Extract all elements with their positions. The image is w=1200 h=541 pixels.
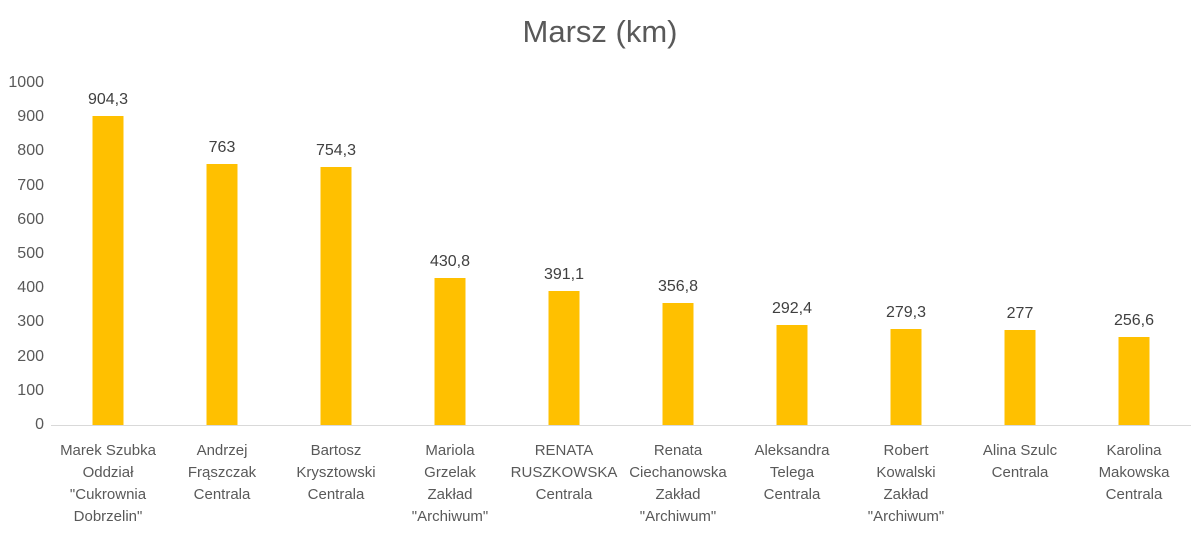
category-label: Marek Szubka Oddział "Cukrownia Dobrzelin" bbox=[51, 440, 165, 528]
bar-column: 279,3 bbox=[849, 83, 963, 425]
value-label: 391,1 bbox=[543, 266, 585, 283]
y-tick-label: 900 bbox=[17, 108, 44, 126]
category-label-line: "Archiwum" bbox=[411, 508, 489, 525]
value-label: 279,3 bbox=[885, 304, 927, 321]
category-label-line: Makowska bbox=[1098, 464, 1170, 481]
bar bbox=[206, 164, 238, 425]
category-label-line: Marek Szubka bbox=[60, 442, 156, 459]
category-label-line: "Cukrownia bbox=[69, 486, 147, 503]
value-label: 763 bbox=[208, 139, 236, 156]
category-label-line: Zakład bbox=[883, 486, 929, 503]
category-label-line: Grzelak bbox=[424, 464, 476, 481]
category-label: Aleksandra Telega Centrala bbox=[735, 440, 849, 528]
y-tick-label: 800 bbox=[17, 142, 44, 160]
bar bbox=[434, 278, 466, 425]
bar bbox=[548, 291, 580, 425]
y-tick-label: 300 bbox=[17, 313, 44, 331]
bar bbox=[92, 116, 124, 425]
bar-column: 904,3 bbox=[51, 83, 165, 425]
category-label-line: Centrala bbox=[763, 486, 821, 503]
category-label: Alina Szulc Centrala bbox=[963, 440, 1077, 528]
x-axis-labels: Marek Szubka Oddział "Cukrownia Dobrzelin" A… bbox=[51, 440, 1191, 528]
bar bbox=[662, 303, 694, 425]
y-tick-label: 400 bbox=[17, 279, 44, 297]
category-label-line: Dobrzelin" bbox=[73, 508, 143, 525]
y-tick-label: 600 bbox=[17, 210, 44, 228]
category-label: Bartosz Krysztowski Centrala bbox=[279, 440, 393, 528]
plot-area: 904,3 763 754,3 430,8 391,1 356,8 292,4 279,3 27… bbox=[51, 83, 1191, 426]
value-label: 356,8 bbox=[657, 278, 699, 295]
category-label-line: Centrala bbox=[991, 464, 1049, 481]
category-label-line: Alina Szulc bbox=[982, 442, 1058, 459]
category-label: Mariola Grzelak Zakład "Archiwum" bbox=[393, 440, 507, 528]
category-label-line: RENATA bbox=[534, 442, 594, 459]
bar bbox=[1118, 337, 1150, 425]
bar-column: 292,4 bbox=[735, 83, 849, 425]
y-tick-label: 1000 bbox=[8, 74, 44, 91]
value-label: 292,4 bbox=[771, 300, 813, 317]
bar-column: 256,6 bbox=[1077, 83, 1191, 425]
category-label-line: "Archiwum" bbox=[639, 508, 717, 525]
value-label: 904,3 bbox=[87, 91, 129, 108]
category-label-line: Centrala bbox=[193, 486, 251, 503]
y-tick-label: 500 bbox=[17, 245, 44, 262]
y-tick-label: 0 bbox=[35, 416, 44, 433]
category-label-line: "Archiwum" bbox=[867, 508, 945, 525]
bar-column: 763 bbox=[165, 83, 279, 425]
category-label-line: Mariola bbox=[425, 442, 475, 459]
category-label: Renata Ciechanowska Zakład "Archiwum" bbox=[621, 440, 735, 528]
category-label-line: Zakład bbox=[427, 486, 473, 503]
value-label: 754,3 bbox=[315, 142, 357, 159]
category-label-line: Andrzej bbox=[196, 442, 248, 459]
y-tick-label: 700 bbox=[17, 176, 44, 194]
category-label-line: Robert bbox=[883, 442, 929, 459]
bar bbox=[1004, 330, 1036, 425]
y-tick-label: 100 bbox=[17, 381, 44, 399]
chart-title: Marsz (km) bbox=[522, 14, 678, 49]
category-label-line: Renata bbox=[653, 442, 703, 459]
category-label-line: Krysztowski bbox=[296, 464, 376, 481]
category-label: Karolina Makowska Centrala bbox=[1077, 440, 1191, 528]
bar-column: 356,8 bbox=[621, 83, 735, 425]
category-label-line: Aleksandra bbox=[754, 442, 830, 459]
bar-column: 391,1 bbox=[507, 83, 621, 425]
category-label-line: Zakład bbox=[655, 486, 701, 503]
bar-column: 277 bbox=[963, 83, 1077, 425]
value-label: 430,8 bbox=[429, 253, 471, 270]
category-label: RENATA RUSZKOWSKA Centrala bbox=[507, 440, 621, 528]
bar bbox=[320, 167, 352, 425]
category-label-line: Centrala bbox=[535, 486, 593, 503]
bar bbox=[890, 329, 922, 425]
bar bbox=[776, 325, 808, 425]
category-label: Robert Kowalski Zakład "Archiwum" bbox=[849, 440, 963, 528]
category-label-line: Oddział bbox=[82, 464, 134, 481]
value-label: 256,6 bbox=[1113, 312, 1155, 329]
category-label-line: Karolina bbox=[1106, 442, 1162, 459]
bar-column: 430,8 bbox=[393, 83, 507, 425]
y-tick-label: 200 bbox=[17, 347, 44, 365]
bar-column: 754,3 bbox=[279, 83, 393, 425]
category-label-line: Centrala bbox=[307, 486, 365, 503]
category-label: Andrzej Frąszczak Centrala bbox=[165, 440, 279, 528]
category-label-line: RUSZKOWSKA bbox=[510, 464, 618, 481]
category-label-line: Centrala bbox=[1105, 486, 1163, 503]
category-label-line: Bartosz bbox=[310, 442, 362, 459]
category-label-line: Ciechanowska bbox=[629, 464, 727, 481]
category-label-line: Kowalski bbox=[876, 464, 936, 481]
category-label-line: Frąszczak bbox=[187, 464, 257, 481]
value-label: 277 bbox=[1006, 305, 1034, 322]
category-label-line: Telega bbox=[769, 464, 815, 481]
